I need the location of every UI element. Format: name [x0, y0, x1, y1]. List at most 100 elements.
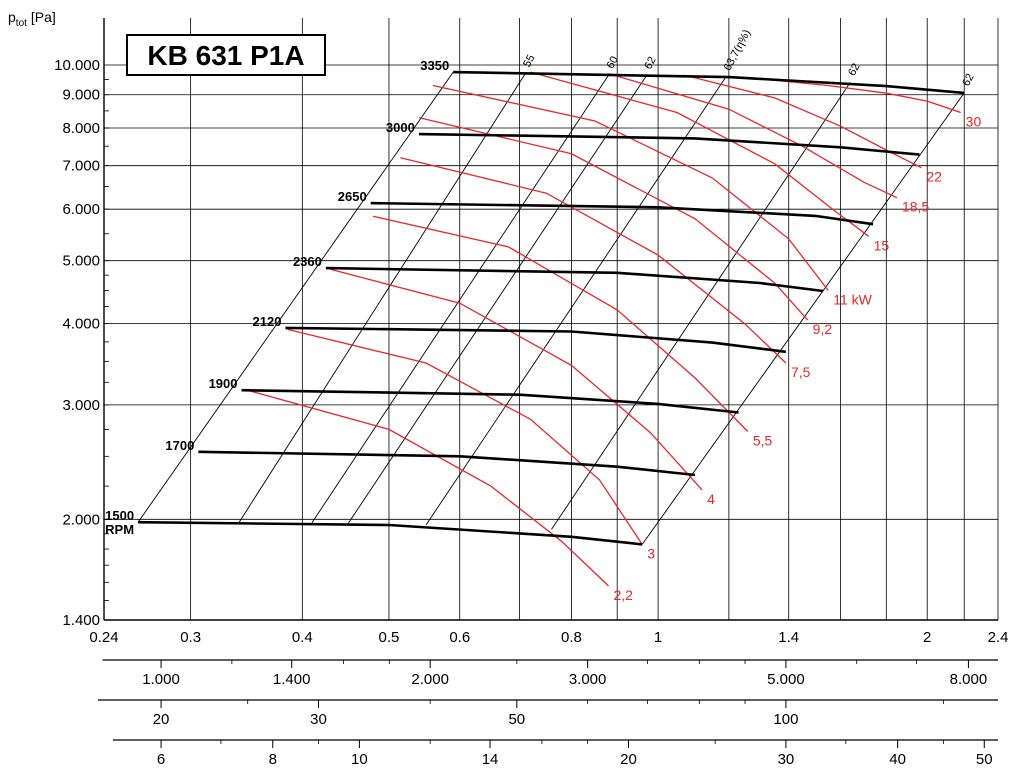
scale-tick-label: 40 [889, 751, 906, 768]
scale-tick-label: 8.000 [950, 671, 988, 688]
scale-tick-label: 1.000 [142, 671, 180, 688]
power-curve [372, 215, 749, 432]
rpm-curve [138, 520, 643, 546]
labels: 10.000 9.000 8.000 7.000 6.000 5.000 4.000 3.00… [54, 28, 1008, 646]
scale-tick-label: 100 [773, 711, 798, 728]
x-tick-label: 0.8 [561, 629, 582, 646]
efficiency-line [347, 75, 647, 524]
power-label: 3 [647, 545, 655, 561]
scale-tick-label: 30 [778, 751, 795, 768]
y-axis-label: ptot [Pa] [8, 9, 56, 29]
rpm-curve [325, 266, 824, 293]
power-curve [400, 157, 787, 364]
efficiency-label: 63,7(η%) [722, 28, 754, 73]
y-tick-label: 6.000 [62, 201, 100, 218]
rpm-unit-label: RPM [105, 522, 134, 537]
power-label: 18,5 [902, 199, 929, 215]
x-tick-label: 0.5 [379, 629, 400, 646]
rpm-label: 1900 [209, 376, 238, 391]
scale-tick-label: 14 [482, 751, 499, 768]
rpm-curve [418, 132, 920, 156]
power-label: 4 [707, 491, 715, 507]
rpm-label: 1700 [165, 438, 194, 453]
power-curve [330, 268, 703, 491]
axes: 1.000 1.400 2.000 3.000 5.000 8.000 20 30 50 100 2… [97, 18, 998, 768]
scale-tick-label: 50 [508, 711, 525, 728]
scale-tick-label: 2.000 [411, 671, 449, 688]
power-label: 5,5 [753, 432, 773, 448]
y-tick-label: 3.000 [62, 397, 100, 414]
rpm-curve [241, 388, 739, 414]
power-label: 30 [966, 114, 982, 130]
x-tick-label: 0.4 [292, 629, 313, 646]
efficiency-label: 62 [846, 61, 862, 77]
rpm-label: 2650 [338, 189, 367, 204]
chart-title-box: KB 631 P1A [126, 34, 326, 76]
x-tick-label: 0.3 [180, 629, 201, 646]
power-curve [530, 71, 870, 237]
y-tick-label: 9.000 [62, 87, 100, 104]
efficiency-lines [137, 71, 965, 545]
rpm-label: 3350 [420, 58, 449, 73]
power-curve [432, 84, 829, 291]
efficiency-line [238, 73, 526, 523]
power-label: 2,2 [613, 587, 633, 603]
power-curve [684, 74, 922, 169]
grid [103, 18, 999, 621]
scale-tick-label: 20 [153, 711, 170, 728]
scale-tick-label: 6 [157, 751, 165, 768]
efficiency-line [311, 75, 609, 524]
x-tick-label: 2.4 [988, 629, 1009, 646]
scale-tick-label: 8 [269, 751, 277, 768]
efficiency-line [425, 77, 726, 526]
rpm-label: 3000 [386, 120, 415, 135]
power-label: 22 [926, 169, 942, 185]
secondary-scale-1: 1.000 1.400 2.000 3.000 5.000 8.000 [102, 659, 998, 688]
efficiency-line [551, 82, 851, 530]
scale-tick-label: 20 [620, 751, 637, 768]
scale-tick-label: 50 [976, 751, 993, 768]
rpm-label: 2360 [293, 254, 322, 269]
efficiency-label: 62 [960, 72, 976, 88]
power-curve [418, 116, 809, 321]
rpm-curve [198, 450, 696, 477]
power-curve [750, 77, 961, 114]
efficiency-label: 60 [605, 54, 621, 70]
efficiency-label: 55 [521, 53, 537, 69]
x-tick-label: 0.24 [89, 629, 118, 646]
rpm-curve [285, 326, 787, 354]
rpm-label: 1500 [105, 508, 134, 523]
rpm-curves [138, 70, 965, 546]
y-tick-label: 2.000 [62, 511, 100, 528]
scale-tick-label: 10 [351, 751, 368, 768]
y-tick-label: 1.400 [62, 612, 100, 629]
chart-title: KB 631 P1A [147, 40, 304, 71]
scale-tick-label: 1.400 [273, 671, 311, 688]
y-tick-label: 8.000 [62, 120, 100, 137]
y-tick-label: 4.000 [62, 316, 100, 333]
y-tick-label: 5.000 [62, 253, 100, 270]
rpm-label: 2120 [253, 314, 282, 329]
power-label: 11 kW [833, 291, 872, 307]
power-label: 9,2 [813, 321, 833, 337]
envelope-line [137, 71, 454, 523]
power-label: 15 [874, 237, 890, 253]
scale-tick-label: 5.000 [767, 671, 805, 688]
y-tick-label: 7.000 [62, 158, 100, 175]
x-tick-label: 1 [654, 629, 662, 646]
secondary-scale-3: 6 8 10 14 20 30 40 50 [112, 739, 998, 768]
x-tick-label: 1.4 [778, 629, 799, 646]
secondary-scale-2: 20305010020030050010001400 [97, 699, 998, 728]
x-tick-label: 0.6 [449, 629, 470, 646]
efficiency-label: 62 [642, 55, 658, 71]
scale-tick-label: 3.000 [569, 671, 607, 688]
power-label: 7,5 [791, 364, 811, 380]
rpm-curve [453, 70, 965, 95]
efficiency-line [641, 92, 965, 545]
scale-tick-label: 30 [310, 711, 327, 728]
y-tick-label: 10.000 [54, 57, 100, 74]
power-curve [287, 328, 643, 545]
x-tick-label: 2 [923, 629, 931, 646]
rpm-curve [370, 201, 874, 226]
